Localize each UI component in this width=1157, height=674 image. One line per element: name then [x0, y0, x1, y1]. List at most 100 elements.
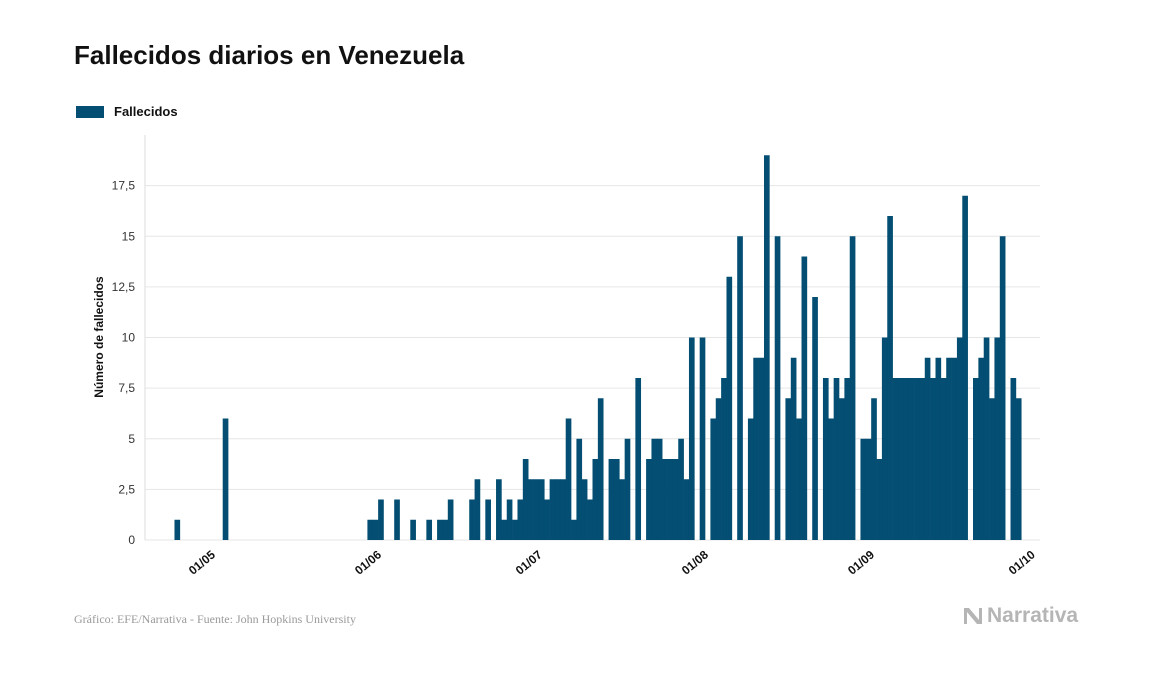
bar: [554, 479, 561, 540]
bar: [849, 236, 856, 540]
bar: [994, 337, 1001, 540]
bar: [892, 378, 899, 540]
y-tick-label: 12,5: [112, 280, 136, 294]
x-tick-label: 01/10: [1006, 547, 1038, 577]
bar: [785, 398, 792, 540]
bar: [619, 479, 625, 540]
bar: [887, 216, 893, 540]
bar: [1015, 398, 1022, 540]
bar: [989, 398, 995, 540]
bar: [581, 479, 588, 540]
bar: [801, 256, 808, 540]
bar: [747, 418, 754, 540]
y-axis-label: Número de fallecidos: [92, 276, 106, 398]
y-tick-label: 5: [128, 432, 135, 446]
x-tick-label: 01/09: [845, 547, 877, 577]
bar: [565, 418, 572, 540]
bar: [442, 519, 449, 540]
bar: [865, 438, 872, 540]
bar: [796, 418, 802, 540]
x-tick-label: 01/08: [679, 547, 711, 577]
bar: [646, 459, 652, 540]
bar: [613, 459, 620, 540]
bar: [678, 438, 684, 540]
y-tick-label: 15: [122, 229, 136, 243]
bar: [549, 479, 556, 540]
bar: [651, 438, 658, 540]
bar: [672, 459, 679, 540]
bar: [656, 438, 663, 540]
bar: [522, 459, 529, 540]
bar: [860, 438, 867, 540]
bar: [833, 378, 840, 540]
bar: [367, 519, 374, 540]
bar: [919, 378, 926, 540]
bar: [501, 519, 508, 540]
bar: [662, 459, 668, 540]
y-tick-label: 10: [122, 331, 136, 345]
bar: [774, 236, 781, 540]
bar: [946, 357, 952, 540]
bar: [437, 519, 443, 540]
x-tick-label: 01/05: [186, 547, 218, 577]
bar: [474, 479, 481, 540]
bar: [222, 418, 229, 540]
bar: [592, 459, 599, 540]
bar: [715, 398, 722, 540]
bar: [699, 337, 706, 540]
bar: [571, 519, 577, 540]
bar: [624, 438, 631, 540]
bar: [908, 378, 915, 540]
bar: [394, 499, 400, 540]
y-tick-label: 2,5: [118, 482, 135, 496]
bar: [844, 378, 851, 540]
bar: [914, 378, 920, 540]
bar: [538, 479, 545, 540]
bar: [930, 378, 936, 540]
bar: [812, 297, 818, 540]
bar: [763, 155, 770, 540]
bar: [683, 479, 690, 540]
narrativa-logo: Narrativa: [962, 604, 1078, 628]
bar: [999, 236, 1006, 540]
bar: [876, 459, 883, 540]
bar: [635, 378, 642, 540]
bar: [174, 519, 181, 540]
bar: [608, 459, 615, 540]
bar: [372, 519, 379, 540]
bar: [667, 459, 674, 540]
y-tick-label: 7,5: [118, 381, 135, 395]
bar: [447, 499, 454, 540]
bar: [506, 499, 513, 540]
bar: [962, 195, 968, 540]
bar: [1010, 378, 1017, 540]
bar: [496, 479, 502, 540]
bar: [469, 499, 475, 540]
bar: [924, 357, 931, 540]
bar: [983, 337, 990, 540]
legend-label: Fallecidos: [114, 104, 178, 119]
source-footer: Gráfico: EFE/Narrativa - Fuente: John Ho…: [74, 612, 356, 626]
bar: [544, 499, 550, 540]
bar: [560, 479, 567, 540]
bar: [839, 398, 845, 540]
bar: [426, 519, 433, 540]
bar: [871, 398, 877, 540]
bar: [485, 499, 491, 540]
bar: [576, 438, 583, 540]
bar: [726, 276, 733, 540]
bar: [973, 378, 979, 540]
x-tick-labels: 01/05 01/06 01/07 01/08 01/09 01/10: [186, 547, 1038, 577]
bar: [587, 499, 593, 540]
bar: [822, 378, 829, 540]
x-tick-label: 01/06: [352, 547, 384, 577]
legend-swatch: [76, 105, 104, 118]
bar: [753, 357, 759, 540]
chart-title: Fallecidos diarios en Venezuela: [74, 40, 465, 70]
bar: [951, 357, 958, 540]
y-tick-label: 0: [128, 533, 135, 547]
bar: [710, 418, 717, 540]
bar: [378, 499, 384, 540]
bar: [956, 337, 963, 540]
